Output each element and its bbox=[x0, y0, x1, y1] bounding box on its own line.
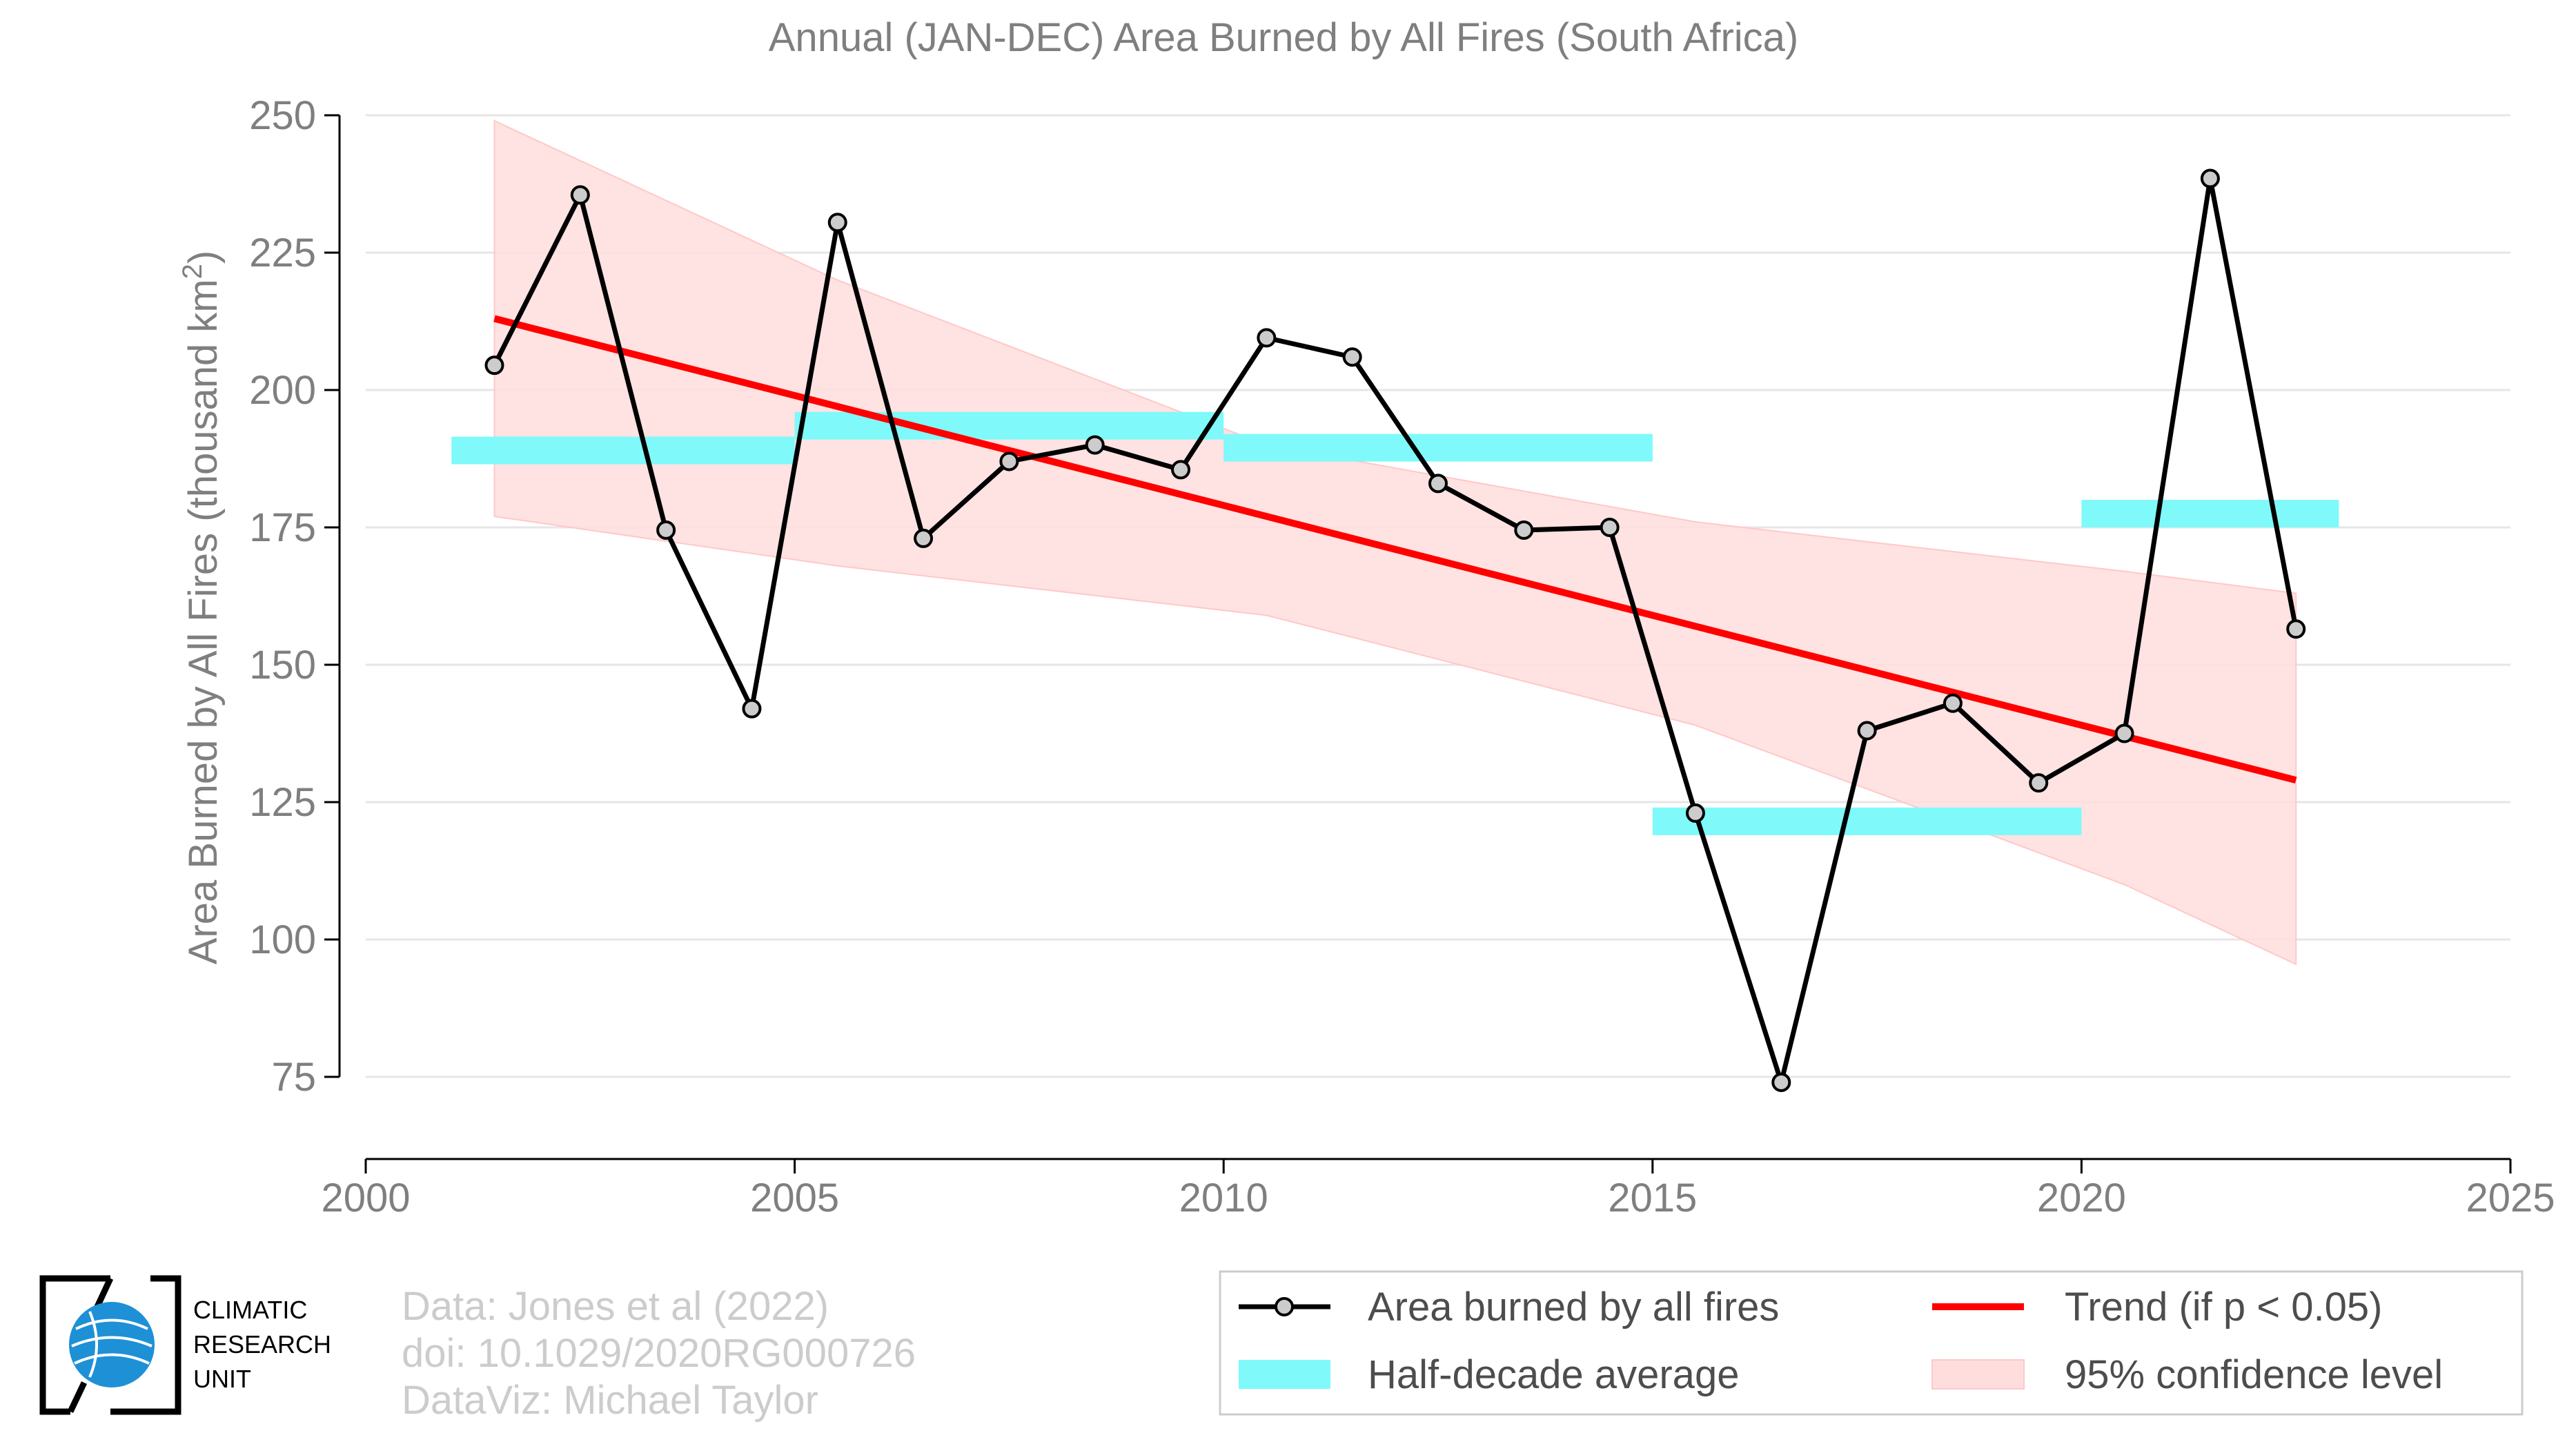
chart-title: Annual (JAN-DEC) Area Burned by All Fire… bbox=[769, 15, 1798, 60]
y-ticks: 75 100 125 150 175 200 225 250 bbox=[249, 93, 340, 1100]
data-point-9 bbox=[1257, 328, 1277, 348]
half-decade-bar-2 bbox=[1223, 434, 1653, 462]
cru-logo: CLIMATIC RESEARCH UNIT bbox=[39, 1275, 331, 1415]
x-tick-label-2005: 2005 bbox=[750, 1176, 839, 1220]
series-line bbox=[492, 176, 2299, 1085]
y-tick-label-225: 225 bbox=[249, 231, 316, 275]
logo-text-line3: UNIT bbox=[193, 1365, 251, 1393]
data-point-8 bbox=[1171, 460, 1191, 480]
data-point-1 bbox=[570, 185, 590, 205]
data-point-5 bbox=[914, 528, 934, 548]
series-line-layer bbox=[492, 176, 2299, 1085]
half-decade-bar-1 bbox=[794, 411, 1224, 440]
logo-globe-lines bbox=[71, 1311, 153, 1378]
data-point-4 bbox=[827, 213, 847, 233]
y-tick-label-125: 125 bbox=[249, 780, 316, 825]
data-point-20 bbox=[2200, 168, 2220, 188]
legend-swatch-half-decade bbox=[1239, 1360, 1330, 1389]
data-point-6 bbox=[999, 451, 1019, 471]
credit-dataviz: DataViz: Michael Taylor bbox=[402, 1378, 818, 1423]
logo-bracket-right bbox=[110, 1275, 181, 1415]
logo-globe-icon bbox=[69, 1302, 155, 1387]
y-tick-label-150: 150 bbox=[249, 643, 316, 688]
data-point-13 bbox=[1600, 518, 1620, 537]
logo-slash-top bbox=[93, 1277, 114, 1309]
data-points-layer bbox=[484, 168, 2306, 1092]
data-point-19 bbox=[2114, 723, 2134, 743]
data-point-11 bbox=[1428, 474, 1448, 494]
half-decade-bar-0 bbox=[451, 436, 795, 465]
legend-frame bbox=[1219, 1270, 2524, 1416]
half-decade-bar-4 bbox=[2081, 500, 2339, 528]
trend-line bbox=[493, 315, 2297, 784]
x-tick-label-2020: 2020 bbox=[2037, 1176, 2126, 1220]
data-point-15 bbox=[1771, 1072, 1791, 1092]
confidence-band bbox=[493, 119, 2297, 966]
legend-label-confidence: 95% confidence level bbox=[2065, 1352, 2443, 1397]
data-point-17 bbox=[1943, 693, 1963, 713]
y-axis-label: Area Burned by All Fires (thousand km2) bbox=[177, 251, 226, 965]
data-point-0 bbox=[484, 356, 504, 376]
legend: Area burned by all fires Half-decade ave… bbox=[1219, 1270, 2524, 1416]
legend-swatch-confidence bbox=[1931, 1359, 2025, 1390]
data-point-16 bbox=[1857, 721, 1877, 741]
credit-data: Data: Jones et al (2022) bbox=[402, 1284, 829, 1329]
y-tick-label-100: 100 bbox=[249, 917, 316, 962]
trend-layer bbox=[493, 315, 2297, 784]
y-tick-label-200: 200 bbox=[249, 368, 316, 413]
y-tick-label-175: 175 bbox=[249, 505, 316, 550]
axes bbox=[338, 115, 2510, 1160]
data-point-10 bbox=[1342, 347, 1362, 367]
data-point-18 bbox=[2029, 773, 2049, 793]
legend-label-trend: Trend (if p < 0.05) bbox=[2065, 1285, 2382, 1330]
x-tick-label-2015: 2015 bbox=[1608, 1176, 1697, 1220]
data-point-7 bbox=[1085, 435, 1105, 455]
y-axis-label-end: ) bbox=[181, 251, 226, 264]
data-point-3 bbox=[742, 699, 762, 719]
logo-slash-bottom bbox=[67, 1381, 88, 1413]
legend-label-half-decade: Half-decade average bbox=[1368, 1352, 1739, 1397]
y-tick-label-250: 250 bbox=[249, 93, 316, 138]
x-ticks: 2000 2005 2010 2015 2020 2025 bbox=[321, 1159, 2555, 1220]
logo-bracket-left bbox=[39, 1275, 110, 1415]
x-tick-label-2000: 2000 bbox=[321, 1176, 410, 1220]
x-tick-label-2010: 2010 bbox=[1179, 1176, 1268, 1220]
data-point-2 bbox=[656, 520, 676, 540]
confidence-band-layer bbox=[493, 119, 2297, 966]
legend-swatch-series-marker bbox=[1275, 1297, 1294, 1316]
data-point-21 bbox=[2286, 619, 2306, 639]
data-point-12 bbox=[1514, 520, 1534, 540]
data-point-14 bbox=[1685, 803, 1705, 823]
half-decade-bar-3 bbox=[1652, 807, 2082, 835]
y-axis-label-superscript: 2 bbox=[177, 264, 208, 279]
logo-text-line2: RESEARCH bbox=[193, 1330, 331, 1359]
y-axis-label-main: Area Burned by All Fires (thousand km bbox=[181, 279, 226, 964]
credit-doi: doi: 10.1029/2020RG000726 bbox=[402, 1331, 916, 1376]
credits: Data: Jones et al (2022) doi: 10.1029/20… bbox=[402, 1284, 916, 1423]
legend-label-series: Area burned by all fires bbox=[1368, 1285, 1779, 1330]
y-tick-label-75: 75 bbox=[271, 1055, 316, 1100]
x-tick-label-2025: 2025 bbox=[2466, 1176, 2555, 1220]
logo-text-line1: CLIMATIC bbox=[193, 1296, 307, 1324]
